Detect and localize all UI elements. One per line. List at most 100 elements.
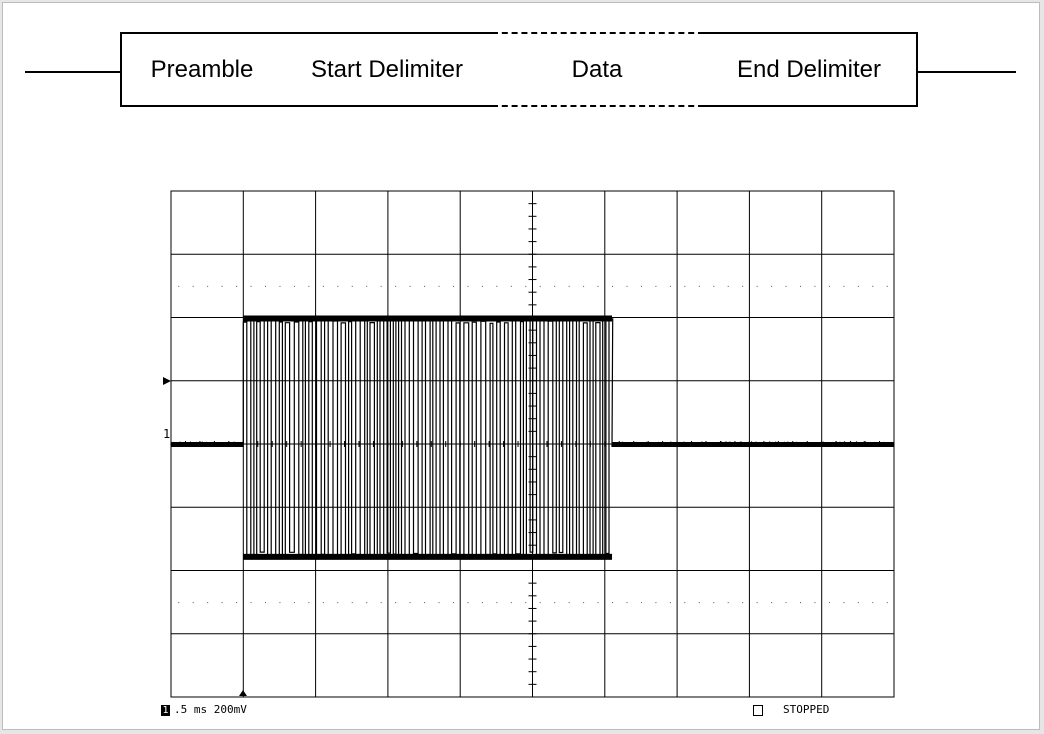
trigger-level-arrow-icon [163, 377, 171, 385]
graticule-dot [221, 602, 223, 604]
graticule-dot [698, 285, 700, 287]
signal-waveform [170, 315, 894, 560]
graticule-dot [727, 285, 729, 287]
graticule-dot [380, 285, 382, 287]
graticule-dot [264, 285, 266, 287]
graticule-dot [366, 285, 368, 287]
waveform-trace [170, 316, 893, 559]
graticule-dot [597, 285, 599, 287]
level-markers [163, 377, 247, 696]
waveform-idle-right [612, 442, 894, 447]
graticule-dot [669, 602, 671, 604]
graticule-dot [756, 285, 758, 287]
graticule-dot [337, 285, 339, 287]
graticule-dot [684, 285, 686, 287]
graticule-dot [626, 285, 628, 287]
graticule-dot [192, 602, 194, 604]
graticule-dot [655, 285, 657, 287]
graticule-dot [525, 285, 527, 287]
graticule-dot [221, 285, 223, 287]
graticule-dot [351, 285, 353, 287]
channel-ground-marker: 1 [163, 427, 170, 441]
graticule-dot [337, 602, 339, 604]
graticule-dot [207, 602, 209, 604]
graticule-dot [684, 602, 686, 604]
graticule-dot [438, 602, 440, 604]
graticule-dot [481, 602, 483, 604]
graticule-dot [612, 285, 614, 287]
waveform-high-band [243, 315, 613, 322]
graticule-dot [192, 285, 194, 287]
graticule-dot [828, 602, 830, 604]
graticule-dot [452, 285, 454, 287]
graticule-dot [583, 285, 585, 287]
graticule-dot [539, 602, 541, 604]
timebase-readout: .5 ms [174, 703, 208, 716]
graticule-dot [308, 602, 310, 604]
graticule-dot [351, 602, 353, 604]
graticule-dot [771, 285, 773, 287]
graticule-dot [857, 285, 859, 287]
graticule-dot [640, 602, 642, 604]
graticule-dot [669, 285, 671, 287]
graticule-dot [366, 602, 368, 604]
frame-tail-line [917, 71, 1016, 73]
graticule-dot [264, 602, 266, 604]
graticule-dot [322, 285, 324, 287]
graticule-dot [800, 602, 802, 604]
graticule-dot [467, 602, 469, 604]
volts-per-div-readout: 200mV [213, 703, 247, 716]
graticule-dot [395, 285, 397, 287]
graticule-dot [640, 285, 642, 287]
graticule-dot [727, 602, 729, 604]
graticule-dot [279, 602, 281, 604]
graticule-dot [713, 285, 715, 287]
graticule-dot [872, 285, 874, 287]
graticule-dot [828, 285, 830, 287]
graticule-dot [872, 602, 874, 604]
acquisition-status: STOPPED [783, 703, 830, 716]
graticule-dot [843, 602, 845, 604]
graticule-dot [438, 285, 440, 287]
graticule-dot [452, 602, 454, 604]
graticule-dot [771, 602, 773, 604]
graticule-dot [597, 602, 599, 604]
graticule-dot [293, 285, 295, 287]
graticule-dot [207, 285, 209, 287]
graticule-dot [800, 285, 802, 287]
graticule-dot [481, 285, 483, 287]
graticule-dot [293, 602, 295, 604]
graticule-dot [409, 602, 411, 604]
scope-status-left: 1 .5 ms 200mV [161, 703, 247, 716]
graticule-dot [308, 285, 310, 287]
channel-indicator: 1 [161, 704, 170, 716]
graticule-dot [814, 285, 816, 287]
graticule-dot [756, 602, 758, 604]
graticule-dot [178, 602, 180, 604]
graticule-dot [250, 602, 252, 604]
graticule-dot [539, 285, 541, 287]
scope-graticule: 1 [163, 190, 895, 698]
graticule-dot [742, 285, 744, 287]
graticule-dot [612, 602, 614, 604]
graticule-dot [568, 602, 570, 604]
graticule-dot [886, 285, 888, 287]
preamble-field: Preamble [120, 32, 284, 107]
graticule-dot [742, 602, 744, 604]
graticule-dot [698, 602, 700, 604]
graticule-dot [525, 602, 527, 604]
graticule-dot [886, 602, 888, 604]
graticule-dot [554, 602, 556, 604]
graticule-dot [467, 285, 469, 287]
graticule-dot [236, 285, 238, 287]
graticule-dot [568, 285, 570, 287]
preamble-label: Preamble [150, 55, 254, 83]
graticule-dot [322, 602, 324, 604]
end-delimiter-label: End Delimiter [736, 55, 882, 83]
start-delimiter-label: Start Delimiter [310, 55, 464, 83]
graticule-dot [424, 602, 426, 604]
data-label: Data [571, 55, 623, 83]
scope-status-right: STOPPED [753, 703, 829, 716]
graticule-dot [250, 285, 252, 287]
